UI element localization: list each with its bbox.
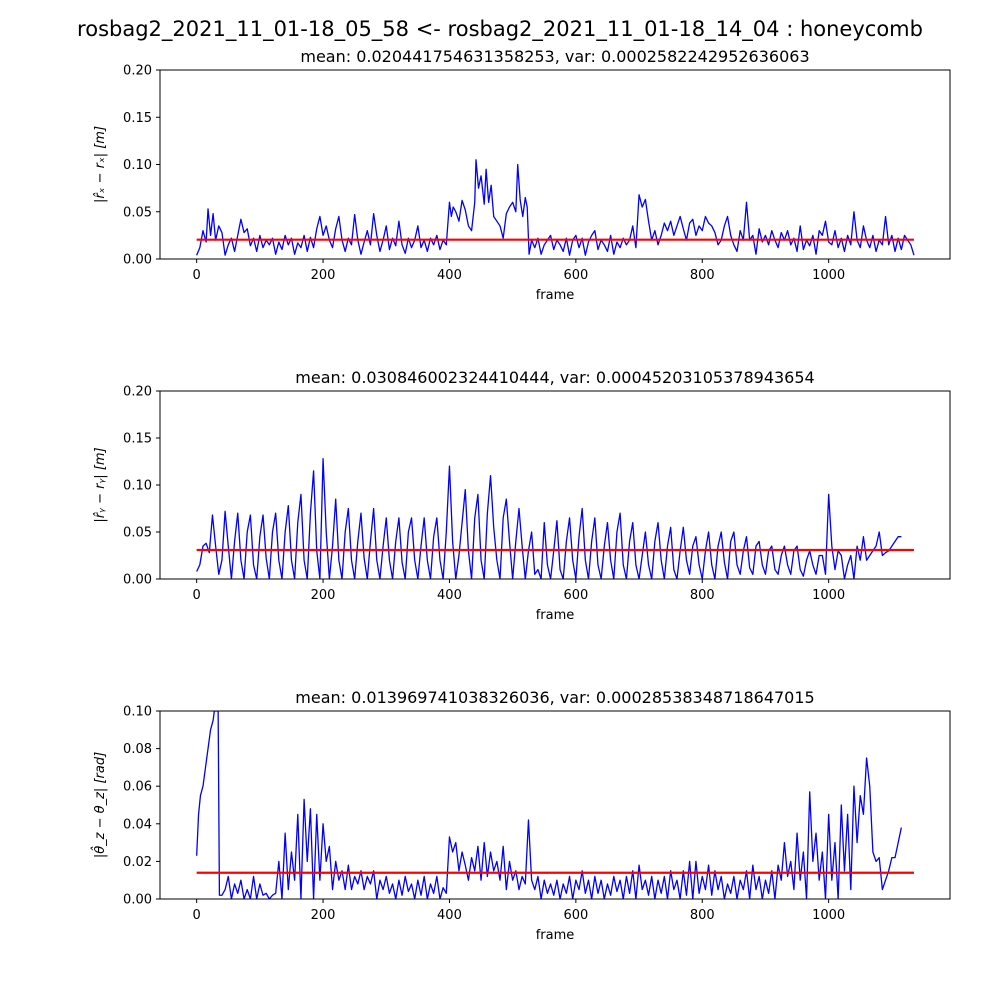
x-axis-label: frame: [536, 288, 575, 303]
error-series-line: [196, 159, 915, 256]
x-tick-label: 400: [437, 588, 462, 603]
subplot-1: 0 200 400 600 800 1000 0.00 0.05 0.10 0.15 0.20 mea…: [93, 47, 951, 303]
x-tick-label: 400: [437, 268, 462, 283]
x-tick-label: 200: [311, 588, 336, 603]
subplots: 0 200 400 600 800 1000 0.00 0.05 0.10 0.15 0.20 mea…: [91, 47, 951, 943]
y-tick-label: 0.05: [123, 205, 152, 220]
x-axis-label: frame: [536, 928, 575, 943]
y-tick-label: 0.08: [123, 742, 152, 757]
y-tick-label: 0.10: [123, 158, 152, 173]
axes-frame: [159, 710, 951, 900]
x-tick-label: 1000: [812, 588, 845, 603]
y-tick-label: 0.15: [123, 111, 152, 126]
subplot-title: mean: 0.020441754631358253, var: 0.00025…: [300, 47, 809, 66]
y-tick-label: 0.20: [123, 385, 152, 400]
y-tick-label: 0.00: [123, 573, 152, 588]
x-tick-label: 0: [193, 268, 201, 283]
error-series-line: [196, 458, 902, 579]
subplot-2: 0 200 400 600 800 1000 0.00 0.05 0.10 0.15 0.20 mea…: [93, 368, 951, 623]
x-tick-label: 800: [690, 268, 715, 283]
x-tick-label: 200: [311, 268, 336, 283]
x-tick-label: 1000: [812, 268, 845, 283]
y-tick-label: 0.02: [123, 855, 152, 870]
y-tick-label: 0.00: [123, 253, 152, 268]
y-axis-label: |θ̂_z − θ_z| [rad]: [91, 752, 108, 858]
y-tick-label: 0.06: [123, 780, 152, 795]
y-axis-label: |r̂ᵧ − rᵧ| [m]: [93, 447, 108, 522]
x-tick-label: 600: [563, 908, 588, 923]
x-tick-label: 400: [437, 908, 462, 923]
y-tick-label: 0.15: [123, 432, 152, 447]
x-tick-label: 1000: [812, 908, 845, 923]
x-tick-label: 600: [563, 268, 588, 283]
figure-suptitle: rosbag2_2021_11_01-18_05_58 <- rosbag2_2…: [77, 17, 923, 42]
subplot-title: mean: 0.030846002324410444, var: 0.00045…: [295, 368, 814, 387]
y-tick-label: 0.10: [123, 479, 152, 494]
subplot-3: 0 200 400 600 800 1000 0.00 0.02 0.04 0.06 0.08 0.1…: [91, 688, 951, 943]
y-tick-label: 0.10: [123, 705, 152, 720]
x-tick-label: 0: [193, 908, 201, 923]
x-tick-label: 0: [193, 588, 201, 603]
y-axis-label: |r̂ₓ − rₓ| [m]: [93, 126, 108, 203]
y-tick-label: 0.05: [123, 526, 152, 541]
x-tick-label: 600: [563, 588, 588, 603]
error-series-line: [196, 711, 902, 899]
x-tick-label: 800: [690, 588, 715, 603]
subplot-title: mean: 0.013969741038326036, var: 0.00028…: [295, 688, 814, 707]
y-tick-label: 0.20: [123, 64, 152, 79]
y-tick-label: 0.00: [123, 893, 152, 908]
y-tick-label: 0.04: [123, 817, 152, 832]
x-tick-label: 200: [311, 908, 336, 923]
x-tick-label: 800: [690, 908, 715, 923]
x-axis-label: frame: [536, 608, 575, 623]
